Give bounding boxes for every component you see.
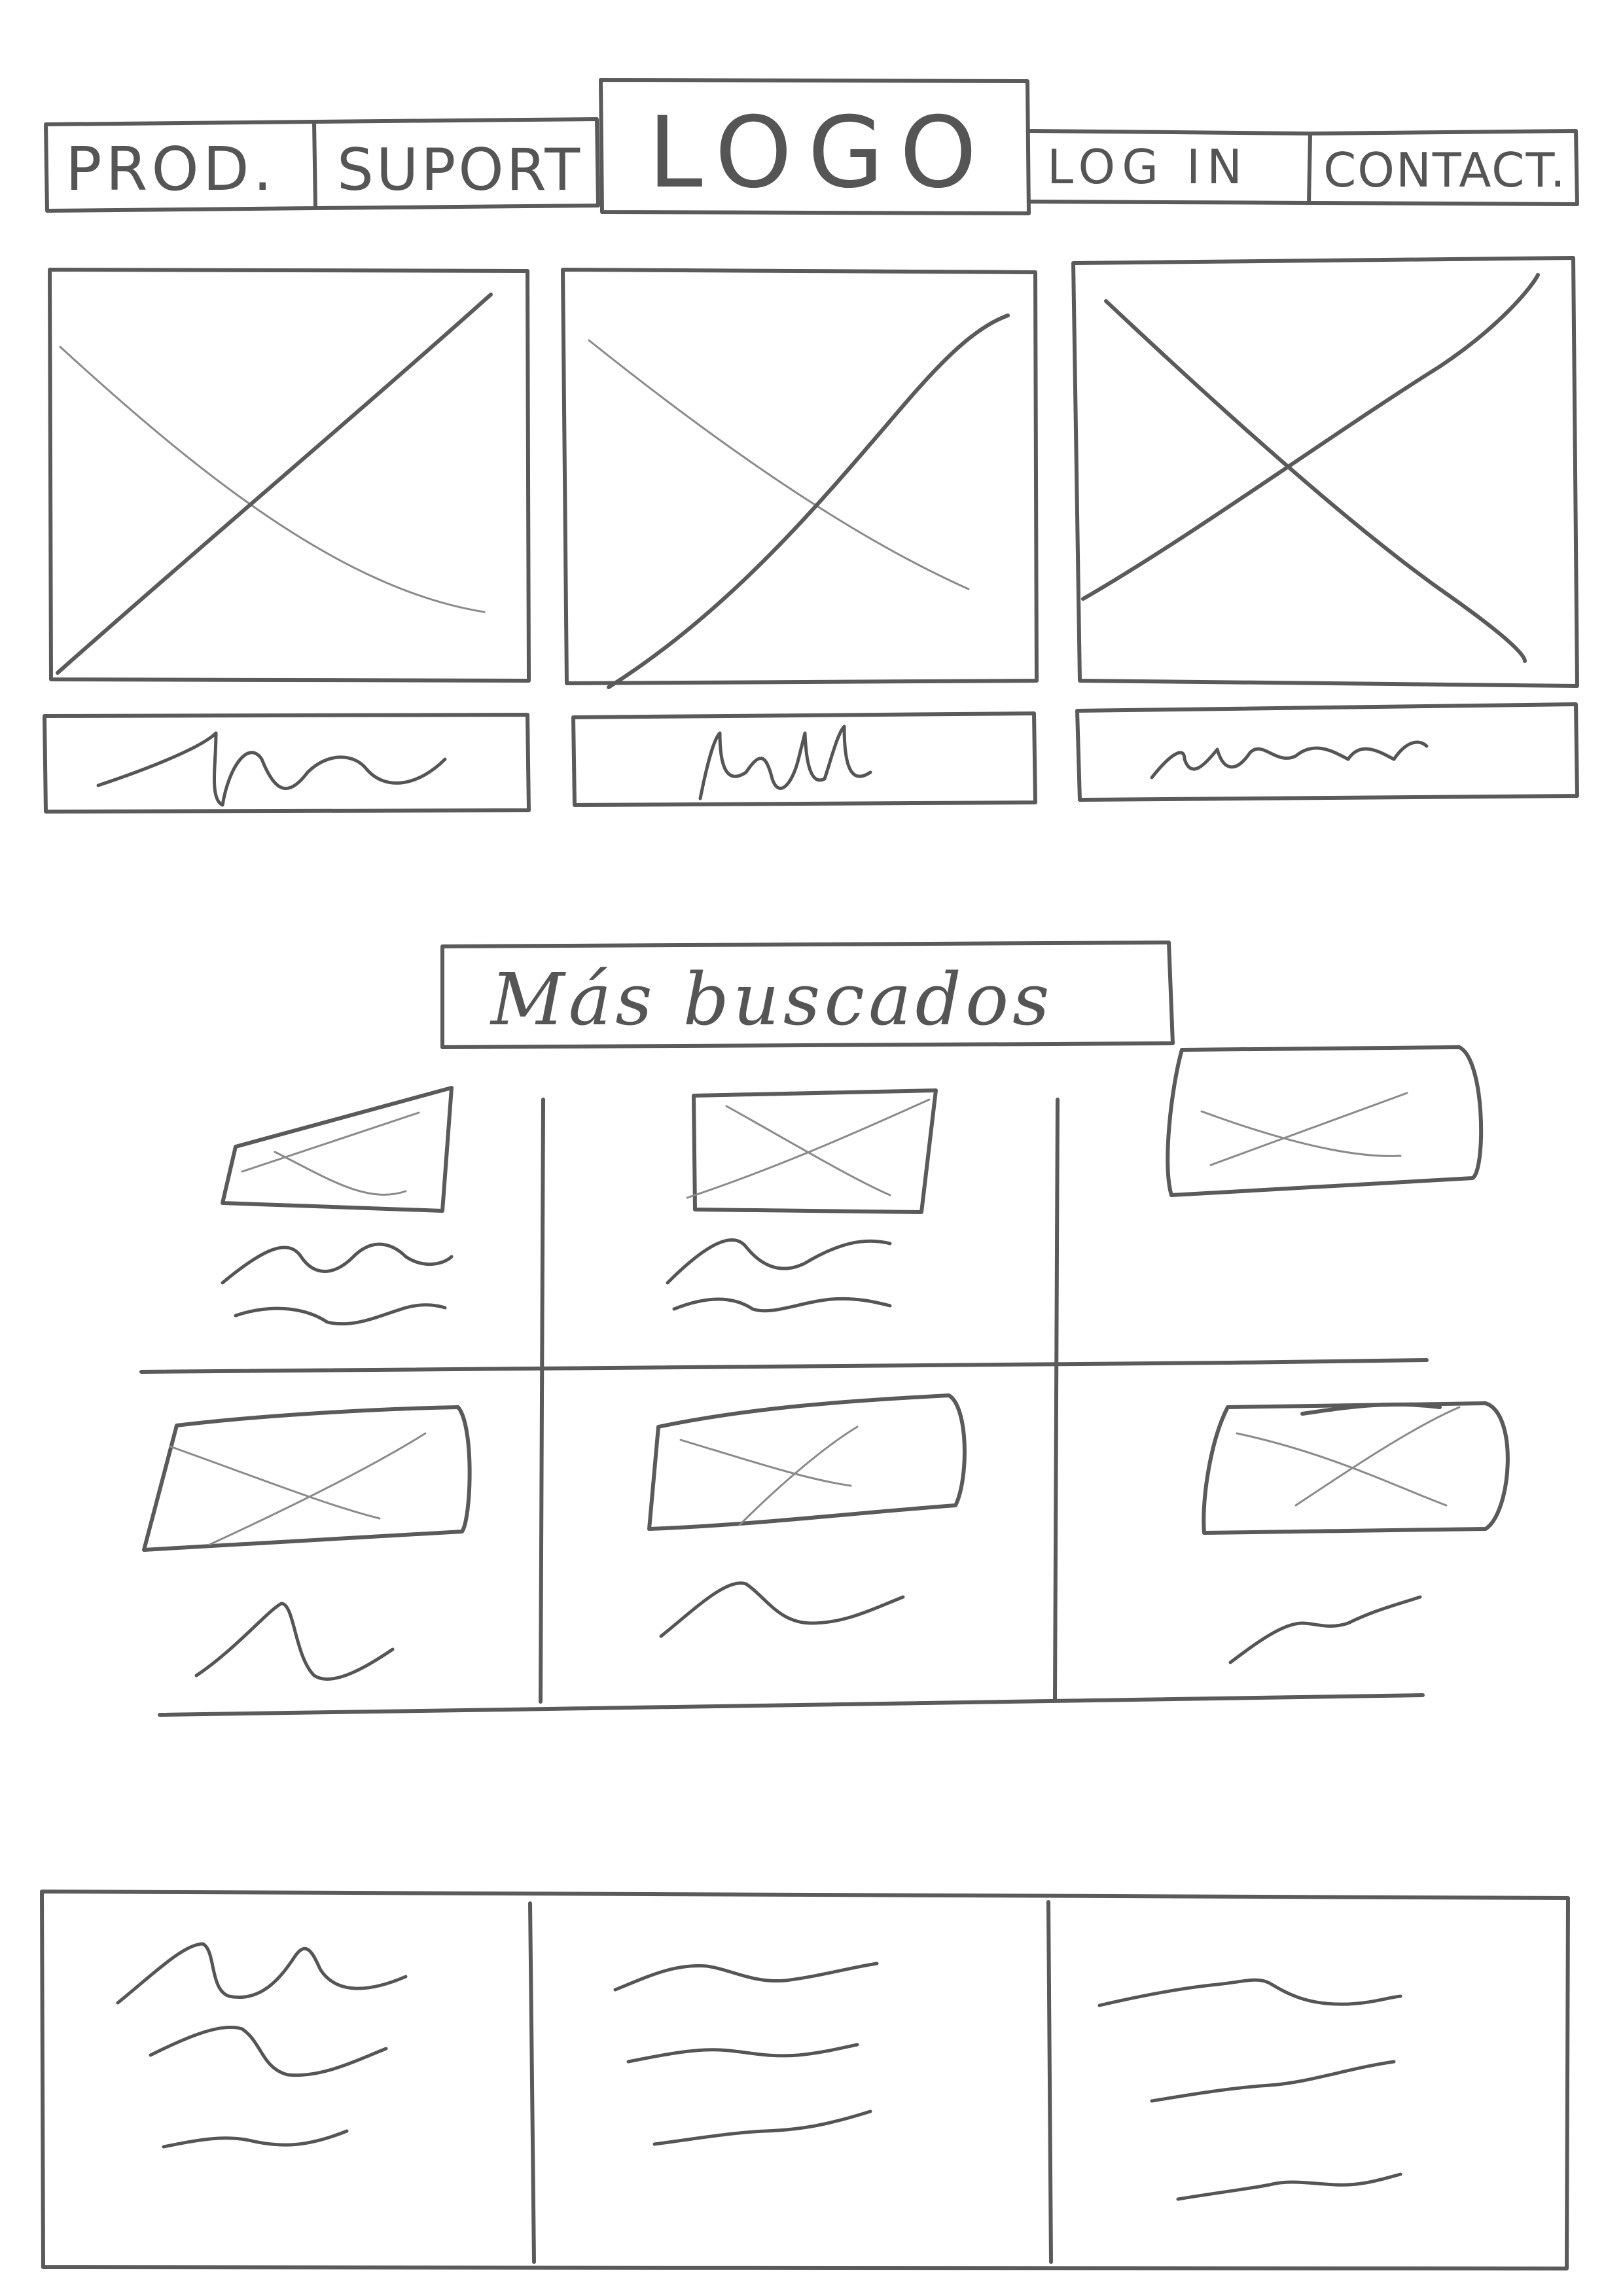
product-text-line: [672, 1297, 892, 1313]
hero-card-caption: [571, 711, 1037, 807]
product-text-line: [194, 1602, 395, 1681]
section-title-text: Más buscados: [490, 958, 1054, 1041]
product-item[interactable]: [666, 1088, 938, 1313]
product-text-line: [659, 1581, 905, 1638]
footer-link-line: [1097, 1978, 1402, 2007]
image-placeholder-icon: [1166, 1045, 1484, 1197]
footer: [40, 1890, 1570, 2270]
nav-item-contact[interactable]: CONTACT.: [1307, 129, 1579, 206]
image-placeholder-icon: [48, 268, 531, 683]
nav-item-products-label: PROD.: [65, 134, 276, 204]
hero-card[interactable]: [1071, 256, 1579, 802]
nav-item-support[interactable]: SUPORT: [312, 117, 600, 210]
squiggle-icon: [1150, 740, 1429, 780]
product-text-line: [1228, 1595, 1422, 1664]
squiggle-icon: [96, 731, 447, 807]
product-text-line: [221, 1242, 454, 1285]
product-item[interactable]: [221, 1086, 454, 1326]
hero-card-caption: [43, 713, 531, 814]
hero-card[interactable]: [561, 268, 1039, 807]
nav-bar: PROD. SUPORT LOGO LOG IN CONTACT.: [44, 78, 1579, 215]
footer-link-line: [149, 2025, 388, 2077]
footer-link-line: [116, 1942, 408, 2005]
footer-column: [116, 1942, 408, 2149]
squiggle-icon: [698, 725, 872, 800]
footer-link-line: [1150, 2060, 1396, 2103]
footer-link-line: [162, 2129, 349, 2149]
nav-item-login-label: LOG IN: [1047, 139, 1249, 194]
footer-link-line: [626, 2043, 859, 2064]
footer-column: [1097, 1978, 1402, 2201]
logo-text: LOGO: [648, 96, 993, 210]
hero-section: [43, 256, 1579, 814]
nav-item-support-label: SUPORT: [337, 136, 582, 204]
product-item[interactable]: [647, 1393, 967, 1638]
image-placeholder-icon: [1202, 1401, 1510, 1535]
footer-link-line: [1176, 2172, 1402, 2201]
nav-item-products[interactable]: PROD.: [44, 120, 317, 213]
nav-item-contact-label: CONTACT.: [1323, 143, 1567, 198]
image-placeholder-icon: [142, 1405, 472, 1552]
product-item[interactable]: [1202, 1401, 1510, 1664]
nav-item-login[interactable]: LOG IN: [1027, 129, 1312, 205]
product-grid: [139, 1098, 1429, 1717]
product-item[interactable]: [142, 1405, 472, 1681]
image-placeholder-icon: [692, 1088, 938, 1214]
hero-card[interactable]: [43, 268, 531, 814]
product-text-line: [234, 1303, 447, 1326]
footer-link-line: [613, 1962, 879, 1992]
image-placeholder-icon: [221, 1086, 454, 1213]
section-title: Más buscados: [440, 941, 1175, 1049]
logo[interactable]: LOGO: [599, 78, 1031, 215]
product-item[interactable]: [1166, 1045, 1484, 1197]
most-searched-section: Más buscados: [139, 941, 1510, 1717]
image-placeholder-icon: [647, 1393, 967, 1531]
footer-link-line: [652, 2109, 872, 2146]
image-placeholder-icon: [561, 268, 1039, 685]
product-text-line: [666, 1238, 892, 1285]
footer-column: [613, 1962, 879, 2146]
image-placeholder-icon: [1071, 256, 1579, 688]
hero-card-caption: [1075, 702, 1579, 802]
